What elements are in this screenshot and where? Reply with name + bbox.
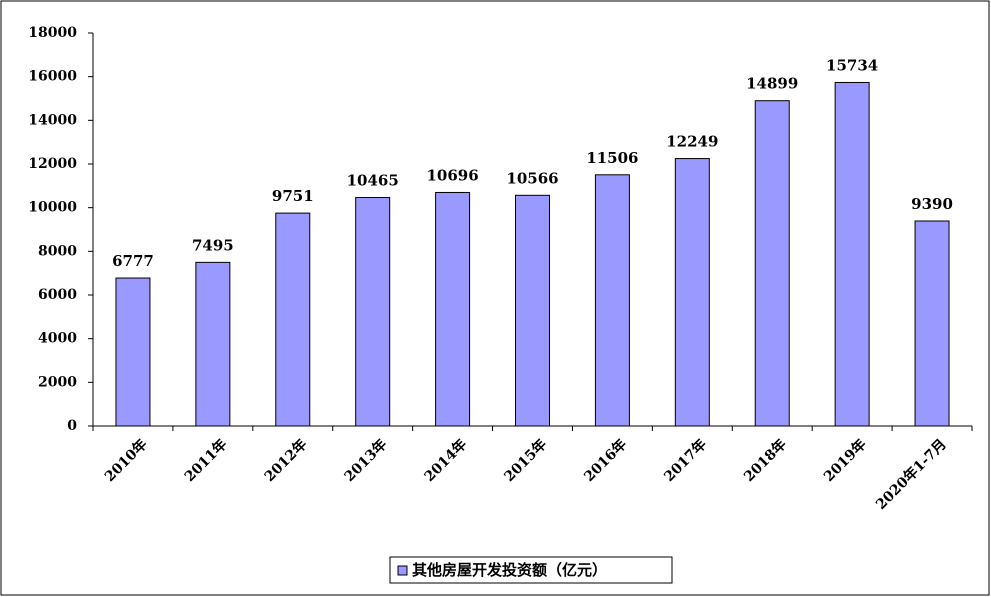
data-label: 10465 [347,172,399,190]
data-label: 14899 [746,75,798,93]
bar [355,197,391,427]
data-label: 9751 [272,187,314,205]
bar [674,158,710,427]
data-label: 10566 [506,169,558,187]
data-label: 7495 [192,236,234,254]
data-label: 12249 [666,133,718,151]
y-tick-label: 8000 [38,243,77,259]
bar [515,194,550,427]
data-label: 10696 [426,166,478,184]
data-label: 15734 [826,56,878,74]
bar [115,277,151,427]
y-tick-label: 10000 [28,200,77,216]
y-tick-label: 4000 [38,331,77,347]
bar [275,212,311,427]
data-label: 9390 [911,195,953,213]
data-label: 11506 [586,149,638,167]
legend-label: 其他房屋开发投资额（亿元） [412,561,607,579]
y-tick-label: 2000 [38,374,77,390]
y-tick-label: 6000 [38,287,77,303]
bar [834,81,870,427]
bar [754,100,790,427]
y-tick-label: 18000 [28,25,77,41]
y-tick-label: 14000 [28,112,77,128]
y-tick-label: 16000 [28,69,77,85]
bar [914,220,950,427]
legend: 其他房屋开发投资额（亿元） [389,556,673,584]
legend-swatch [397,565,408,576]
bar [435,191,471,427]
bar [195,261,231,427]
y-tick-label: 12000 [28,156,77,172]
y-tick-label: 0 [67,418,77,434]
data-label: 6777 [112,252,154,270]
bar [594,174,630,427]
legend-box [389,556,673,584]
